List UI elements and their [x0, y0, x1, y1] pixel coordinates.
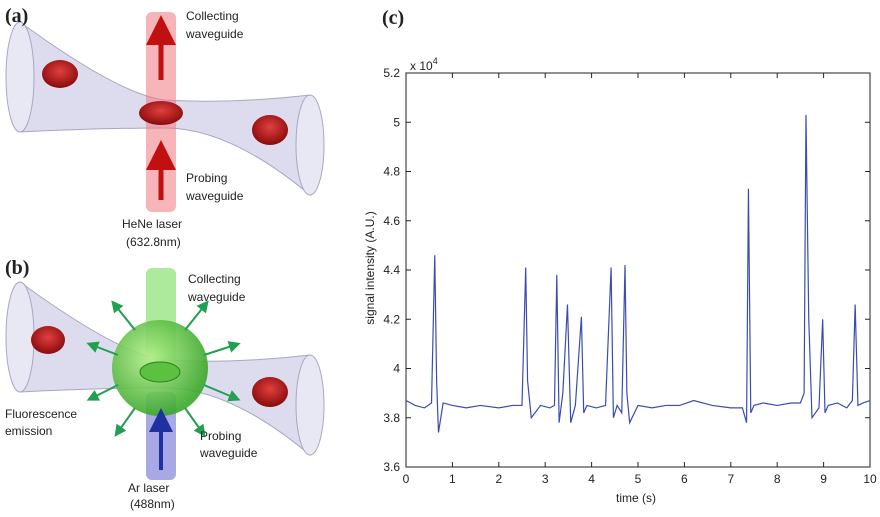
- cell: [42, 60, 78, 88]
- x-tick-label: 2: [495, 472, 502, 486]
- label: waveguide: [185, 189, 244, 203]
- x-tick-label: 6: [681, 472, 688, 486]
- x-tick-label: 0: [403, 472, 410, 486]
- panel-a: (a) Collecting waveguide Probing wavegui…: [5, 5, 325, 249]
- panel-b: (b) Collecting waveguide Fluorescence em…: [5, 257, 325, 511]
- panel-label: (c): [382, 7, 404, 29]
- panel-label: (b): [5, 257, 29, 279]
- y-multiplier: x 104: [410, 56, 438, 73]
- label: emission: [5, 424, 52, 438]
- multiplier-exponent: 4: [433, 56, 438, 66]
- y-tick-label: 4: [393, 362, 400, 376]
- cell: [252, 377, 288, 407]
- label: waveguide: [187, 290, 246, 304]
- x-axis-label: time (s): [616, 491, 656, 505]
- label: Fluorescence: [5, 407, 77, 421]
- x-tick-label: 9: [820, 472, 827, 486]
- x-tick-label: 10: [863, 472, 877, 486]
- y-tick-label: 4.8: [383, 165, 400, 179]
- cell: [252, 115, 288, 145]
- label: Probing: [200, 429, 241, 443]
- y-tick-label: 5: [393, 115, 400, 129]
- x-tick-label: 7: [727, 472, 734, 486]
- plot-frame: [405, 72, 871, 468]
- label: (488nm): [130, 497, 175, 511]
- label: (632.8nm): [126, 235, 181, 249]
- channel-end: [5, 21, 35, 133]
- signal-line: [405, 114, 871, 433]
- x-tick-label: 8: [774, 472, 781, 486]
- channel-end: [5, 281, 35, 393]
- multiplier-base: x 10: [410, 59, 433, 73]
- y-tick-label: 3.6: [383, 460, 400, 474]
- label: Collecting: [186, 9, 239, 23]
- cell: [139, 101, 183, 125]
- label: waveguide: [199, 446, 258, 460]
- y-tick-label: 5.2: [383, 66, 400, 80]
- label: Probing: [186, 171, 227, 185]
- x-tick-label: 1: [449, 472, 456, 486]
- label: Collecting: [188, 272, 241, 286]
- emission-arrows: [86, 300, 241, 437]
- x-tick-label: 5: [635, 472, 642, 486]
- y-tick-label: 3.8: [383, 411, 400, 425]
- cell: [31, 326, 65, 354]
- x-tick-label: 4: [588, 472, 595, 486]
- y-tick-label: 4.6: [383, 214, 400, 228]
- y-axis-label: signal intensity (A.U.): [363, 211, 377, 324]
- channel-end: [295, 94, 325, 196]
- channel-end: [295, 354, 325, 456]
- label: waveguide: [185, 27, 244, 41]
- y-tick-label: 4.2: [383, 312, 400, 326]
- panel-label: (a): [5, 5, 28, 27]
- label: HeNe laser: [122, 217, 182, 231]
- x-tick-label: 3: [542, 472, 549, 486]
- cell: [139, 361, 181, 383]
- y-tick-label: 4.4: [383, 263, 400, 277]
- label: Ar laser: [128, 481, 169, 495]
